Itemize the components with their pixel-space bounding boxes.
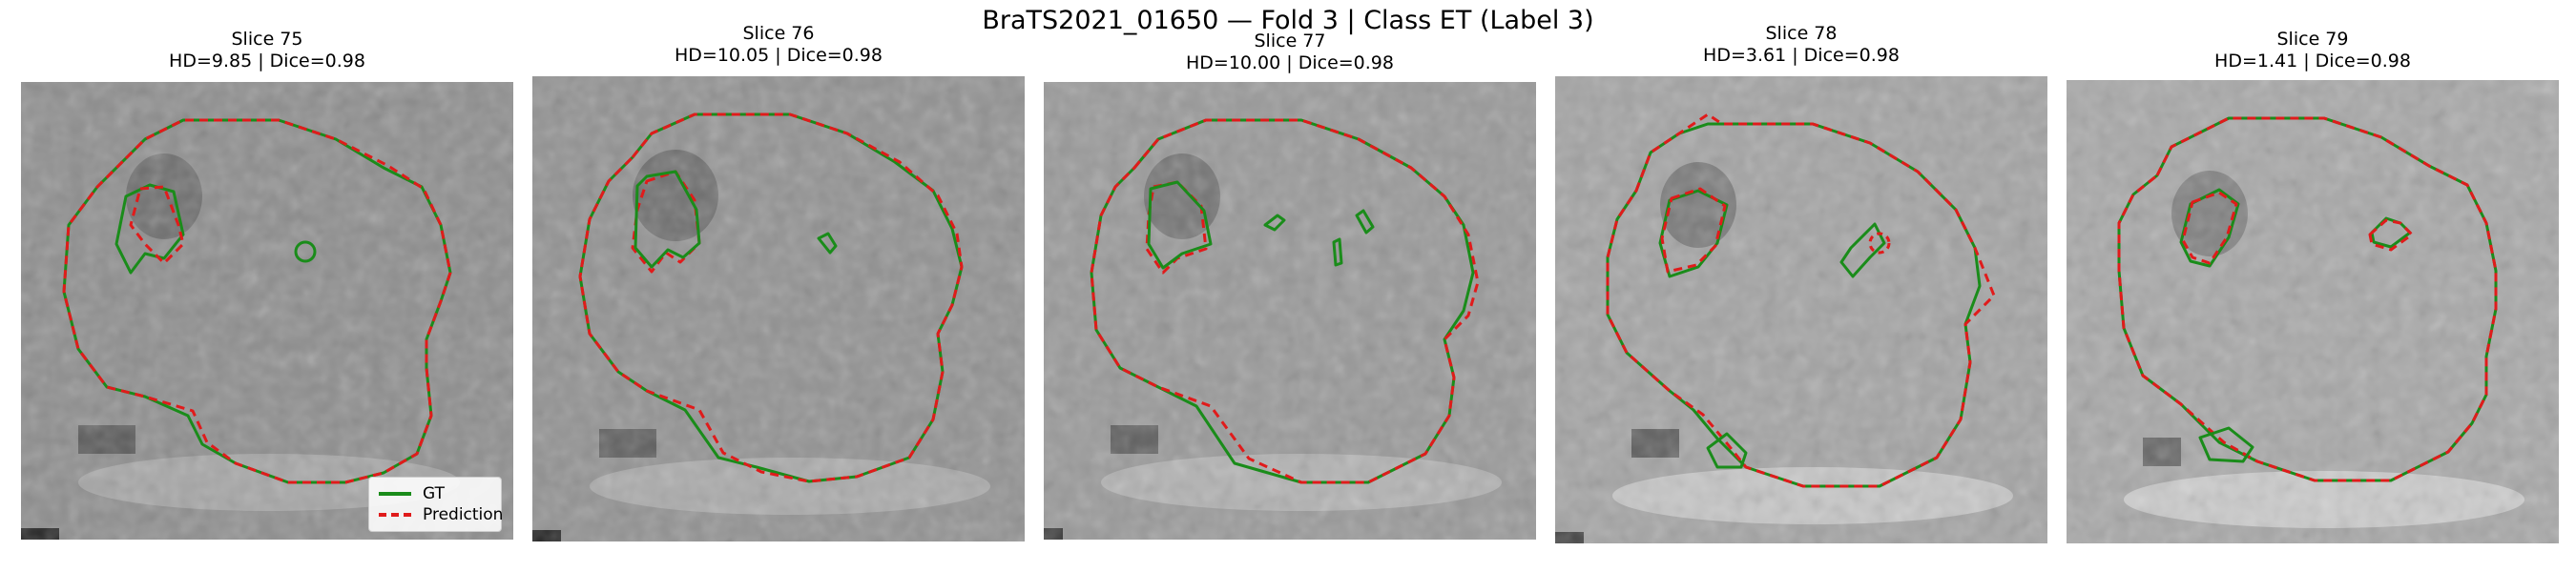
gt-contour bbox=[1706, 432, 1748, 469]
mri-slice-image bbox=[2067, 80, 2559, 543]
slice-label: Slice 79 bbox=[2276, 29, 2349, 50]
gt-contour bbox=[1332, 237, 1343, 267]
panel-title: Slice 79 HD=1.41 | Dice=0.98 bbox=[2067, 29, 2559, 72]
prediction-contour bbox=[631, 170, 701, 274]
slice-label: Slice 75 bbox=[231, 29, 303, 50]
panel-title: Slice 76 HD=10.05 | Dice=0.98 bbox=[532, 23, 1025, 67]
metrics-label: HD=9.85 | Dice=0.98 bbox=[169, 51, 365, 72]
mri-slice-image bbox=[21, 82, 513, 540]
gt-contour bbox=[294, 240, 317, 263]
figure-title: BraTS2021_01650 — Fold 3 | Class ET (Lab… bbox=[982, 6, 1594, 35]
prediction-contour bbox=[62, 118, 452, 484]
gt-legend-swatch bbox=[379, 492, 411, 496]
slice-panel-76: Slice 76 HD=10.05 | Dice=0.98 bbox=[532, 23, 1025, 545]
prediction-contour bbox=[1660, 187, 1727, 274]
gt-contour bbox=[634, 170, 701, 269]
prediction-contour bbox=[1868, 232, 1891, 255]
metrics-label: HD=3.61 | Dice=0.98 bbox=[1703, 45, 1900, 66]
panel-title: Slice 77 HD=10.00 | Dice=0.98 bbox=[1044, 31, 1536, 74]
slice-panel-75: Slice 75 HD=9.85 | Dice=0.98 GT bbox=[21, 29, 513, 543]
slice-panel-77: Slice 77 HD=10.00 | Dice=0.98 bbox=[1044, 31, 1536, 545]
prediction-contour bbox=[129, 185, 185, 265]
panel-title: Slice 75 HD=9.85 | Dice=0.98 bbox=[21, 29, 513, 72]
slice-label: Slice 76 bbox=[742, 23, 815, 44]
prediction-contour bbox=[578, 112, 964, 483]
prediction-contour bbox=[2181, 191, 2238, 265]
metrics-label: HD=10.05 | Dice=0.98 bbox=[675, 45, 883, 66]
slice-panel-78: Slice 78 HD=3.61 | Dice=0.98 bbox=[1555, 23, 2047, 547]
legend: GT Prediction bbox=[368, 477, 504, 532]
slice-label: Slice 77 bbox=[1254, 31, 1326, 51]
gt-contour bbox=[817, 232, 838, 255]
slice-label: Slice 78 bbox=[1765, 23, 1838, 44]
gt-contour bbox=[1839, 222, 1886, 278]
gt-contour bbox=[1658, 189, 1729, 278]
prediction-contour bbox=[1090, 118, 1480, 484]
gt-contour bbox=[2198, 426, 2254, 463]
prediction-legend-label: Prediction bbox=[423, 505, 504, 524]
mri-slice-image bbox=[1555, 76, 2047, 543]
slice-panel-79: Slice 79 HD=1.41 | Dice=0.98 bbox=[2067, 29, 2559, 547]
mri-slice-image bbox=[532, 76, 1025, 541]
gt-legend-label: GT bbox=[423, 484, 445, 503]
metrics-label: HD=10.00 | Dice=0.98 bbox=[1186, 52, 1394, 73]
gt-contour bbox=[1147, 180, 1213, 270]
gt-contour bbox=[1355, 209, 1375, 235]
prediction-contour bbox=[1606, 112, 1996, 488]
prediction-contour bbox=[2117, 116, 2498, 482]
mri-slice-image bbox=[1044, 82, 1536, 540]
gt-contour bbox=[1263, 214, 1286, 232]
panel-title: Slice 78 HD=3.61 | Dice=0.98 bbox=[1555, 23, 2047, 67]
gt-contour bbox=[2179, 188, 2240, 268]
prediction-contour bbox=[2368, 218, 2414, 252]
prediction-legend-swatch bbox=[379, 513, 411, 517]
metrics-label: HD=1.41 | Dice=0.98 bbox=[2214, 51, 2411, 72]
